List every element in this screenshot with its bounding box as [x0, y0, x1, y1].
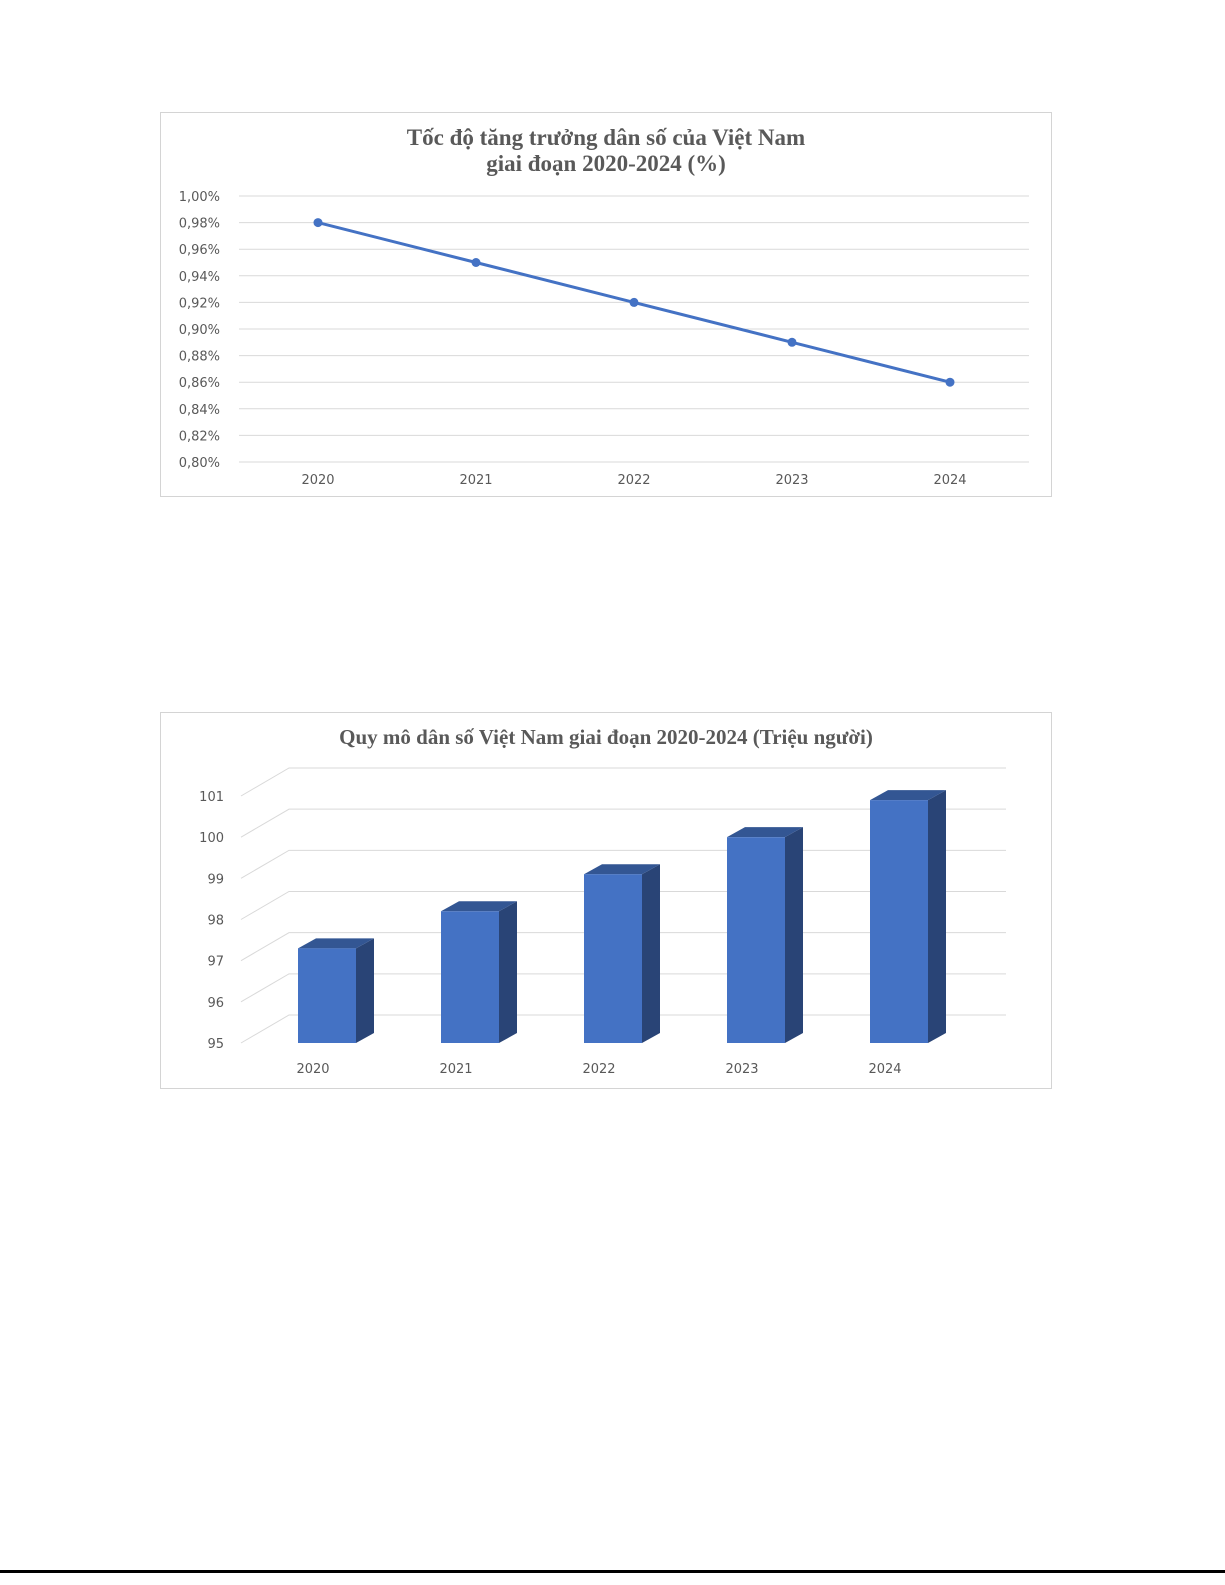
- chart-title-line: Tốc độ tăng trưởng dân số của Việt Nam: [406, 125, 806, 150]
- data-point: [945, 377, 955, 387]
- data-point: [629, 297, 639, 307]
- bar: [441, 901, 517, 1043]
- chart-title: Tốc độ tăng trưởng dân số của Việt Nam g…: [161, 125, 1051, 178]
- y-tick-label: 100: [199, 831, 224, 846]
- population-chart: Quy mô dân số Việt Nam giai đoạn 2020-20…: [160, 712, 1052, 1089]
- bar: [870, 790, 946, 1043]
- y-tick-label: 0,90%: [179, 323, 220, 338]
- y-tick-label: 96: [207, 996, 224, 1011]
- x-tick-label: 2022: [582, 1062, 615, 1077]
- y-tick-label: 0,98%: [179, 217, 220, 232]
- bar-side: [356, 938, 374, 1043]
- bar-front: [727, 837, 785, 1043]
- line-chart-plot: 0,80% 0,82% 0,84% 0,86% 0,88% 0,90% 0,92% 0,94%…: [179, 190, 1029, 488]
- page-bottom-rule: [0, 1570, 1225, 1573]
- bar-front: [870, 800, 928, 1043]
- bar-side: [642, 864, 660, 1043]
- x-tick-label: 2020: [296, 1062, 329, 1077]
- x-tick-label: 2022: [617, 473, 650, 488]
- x-tick-label: 2021: [439, 1062, 472, 1077]
- y-tick-label: 95: [207, 1037, 224, 1052]
- bar: [727, 827, 803, 1043]
- bar-front: [584, 874, 642, 1043]
- data-point: [471, 258, 481, 267]
- y-tick-label: 0,84%: [179, 403, 220, 418]
- y-tick-label: 101: [199, 790, 224, 805]
- bar-top: [298, 938, 374, 949]
- growth-rate-chart: Tốc độ tăng trưởng dân số của Việt Nam g…: [160, 112, 1052, 497]
- bar-top: [870, 790, 946, 801]
- data-point: [787, 337, 797, 347]
- x-tick-label: 2023: [725, 1062, 758, 1077]
- y-tick-label: 0,94%: [179, 270, 220, 285]
- bar-top: [441, 901, 517, 912]
- data-point: [313, 218, 323, 228]
- x-tick-label: 2024: [933, 473, 966, 488]
- x-tick-label: 2020: [301, 473, 334, 488]
- y-tick-label: 99: [207, 872, 224, 887]
- gridline: [240, 808, 1006, 838]
- chart-title-line: Quy mô dân số Việt Nam giai đoạn 2020-20…: [339, 725, 873, 749]
- y-tick-label: 0,92%: [179, 296, 220, 311]
- chart-title-line: giai đoạn 2020-2024 (%): [486, 151, 726, 177]
- x-tick-label: 2021: [459, 473, 492, 488]
- bar-front: [298, 948, 356, 1043]
- bar-top: [727, 827, 803, 838]
- y-tick-label: 0,96%: [179, 243, 220, 258]
- y-tick-label: 1,00%: [179, 190, 220, 205]
- bar: [584, 864, 660, 1043]
- bar-front: [441, 911, 499, 1043]
- x-tick-label: 2023: [775, 473, 808, 488]
- bar-side: [785, 827, 803, 1043]
- x-tick-label: 2024: [868, 1062, 901, 1077]
- y-tick-label: 0,80%: [179, 456, 220, 471]
- bar-top: [584, 864, 660, 875]
- bar-side: [928, 790, 946, 1043]
- y-tick-label: 0,88%: [179, 350, 220, 365]
- chart-title: Quy mô dân số Việt Nam giai đoạn 2020-20…: [161, 725, 1051, 749]
- bar-chart-plot: 95 96 97 98 99 100 101 2020 2021 2022 2023 2024: [199, 767, 1006, 1077]
- bar: [298, 938, 374, 1043]
- y-tick-label: 0,86%: [179, 376, 220, 391]
- bar-side: [499, 901, 517, 1043]
- gridline: [240, 767, 1006, 797]
- y-tick-label: 98: [207, 914, 224, 929]
- y-tick-label: 97: [207, 955, 224, 970]
- y-tick-label: 0,82%: [179, 429, 220, 444]
